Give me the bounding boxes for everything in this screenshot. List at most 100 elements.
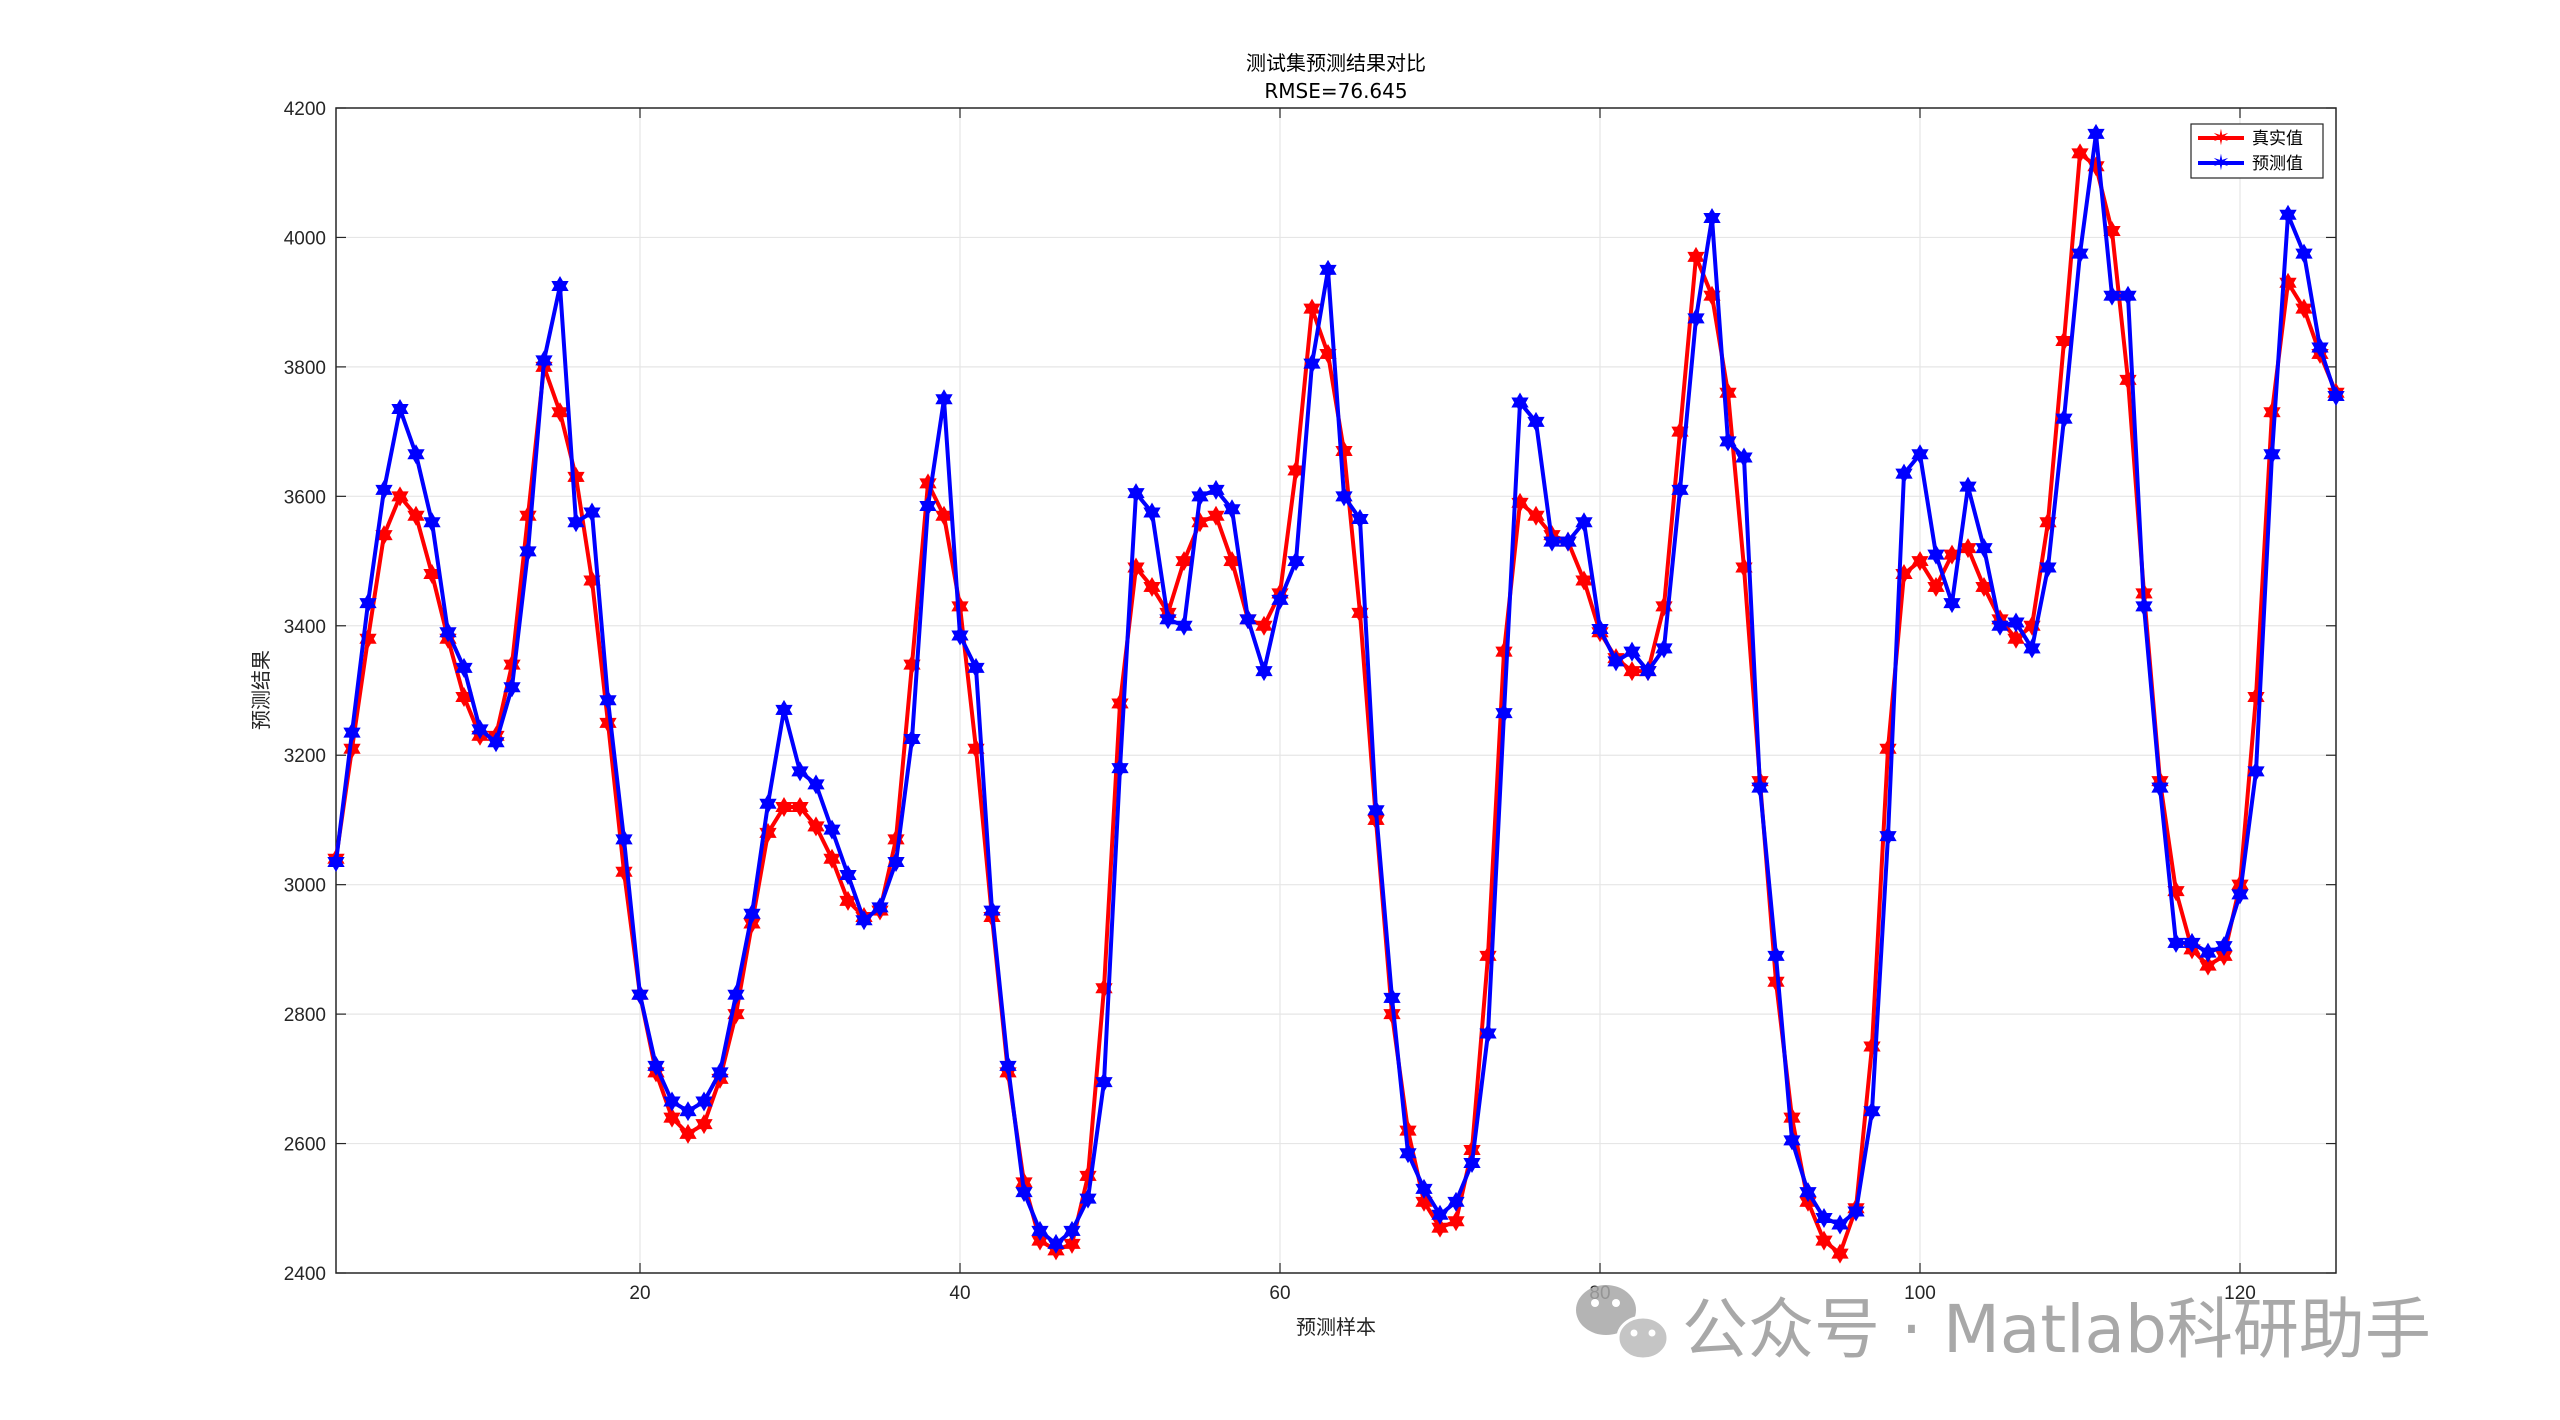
data-point [727,984,745,1005]
legend-box [2190,123,2324,179]
data-point [887,852,905,873]
data-point [1927,544,1945,565]
data-point [1623,641,1641,662]
data-point [1719,431,1737,452]
data-point [2023,638,2041,659]
data-point [1047,1233,1065,1254]
data-point [551,275,569,296]
data-point [1911,551,1929,572]
data-point [375,479,393,500]
data-point [1431,1204,1449,1225]
data-point [711,1062,729,1083]
data-point [1975,538,1993,559]
data-point [1143,502,1161,523]
data-point [1943,593,1961,614]
data-point [1287,551,1305,572]
data-point [1127,483,1145,504]
data-point [1511,392,1529,413]
y-tick-label: 3800 [284,358,326,379]
data-point [999,1055,1017,1076]
data-point [1831,1243,1849,1264]
data-point [1607,651,1625,672]
data-point [2055,408,2073,429]
data-point [471,719,489,740]
data-point [2135,596,2153,617]
data-point [1223,499,1241,520]
data-point [1463,1152,1481,1173]
data-point [1399,1143,1417,1164]
data-point [391,398,409,419]
x-axis-title: 预测样本 [1296,1315,1376,1339]
data-point [1415,1178,1433,1199]
data-point [871,897,889,918]
data-point [519,541,537,562]
y-tick-label: 3000 [284,876,326,897]
data-point [2279,204,2297,225]
data-point [1655,638,1673,659]
data-point [1207,479,1225,500]
data-point [1527,411,1545,432]
x-tick-label: 40 [949,1283,970,1304]
data-point [823,819,841,840]
data-point [2199,942,2217,963]
data-point [615,829,633,850]
watermark: 公众号 · Matlab科研助手 [1576,1285,2431,1368]
data-point [2071,143,2089,164]
data-point [1319,259,1337,280]
y-axis: 2400 2600 2800 3000 3200 3400 3600 3800 4000 4200 [284,99,2336,1285]
data-point [1031,1220,1049,1241]
data-point [2151,777,2169,798]
data-point [1879,826,1897,847]
data-point [1303,298,1321,319]
data-point [807,774,825,795]
data-point [1015,1182,1033,1203]
data-point [359,593,377,614]
legend-label-predicted: 预测值 [2252,154,2303,174]
data-point [1799,1182,1817,1203]
data-point [839,864,857,885]
y-tick-label: 4200 [284,99,326,120]
data-point [1767,945,1785,966]
data-point [1847,1201,1865,1222]
data-point [1431,1217,1449,1238]
data-point [1687,246,1705,267]
y-tick-label: 3400 [284,617,326,638]
data-point [935,389,953,410]
data-point [1495,703,1513,724]
y-tick-label: 2600 [284,1135,326,1156]
data-point [2215,936,2233,957]
data-point [2183,932,2201,953]
data-point [2119,285,2137,306]
data-point [2311,337,2329,358]
plot-area-frame [335,107,2337,1274]
data-point [1255,661,1273,682]
data-point [343,722,361,743]
data-point [1591,619,1609,640]
data-point [455,657,473,678]
data-point [503,677,521,698]
data-point [1751,777,1769,798]
data-point [679,1101,697,1122]
data-point [535,350,553,371]
data-point [1863,1101,1881,1122]
data-point [1959,476,1977,497]
data-point [1255,615,1273,636]
y-tick-label: 3200 [284,746,326,767]
data-point [951,625,969,646]
data-point [407,444,425,465]
data-point [2007,612,2025,633]
legend: ✶ 真实值 ✶ 预测值 [2190,123,2324,179]
data-point [391,486,409,507]
data-point [2199,955,2217,976]
data-point [567,512,585,533]
data-point [1351,508,1369,529]
data-point [631,984,649,1005]
data-point [327,852,345,873]
x-tick-label: 100 [1904,1283,1936,1304]
data-point [1191,486,1209,507]
data-point [1991,615,2009,636]
data-point [1271,589,1289,610]
data-point [1703,208,1721,229]
watermark-text: 公众号 · Matlab科研助手 [1682,1291,2431,1368]
